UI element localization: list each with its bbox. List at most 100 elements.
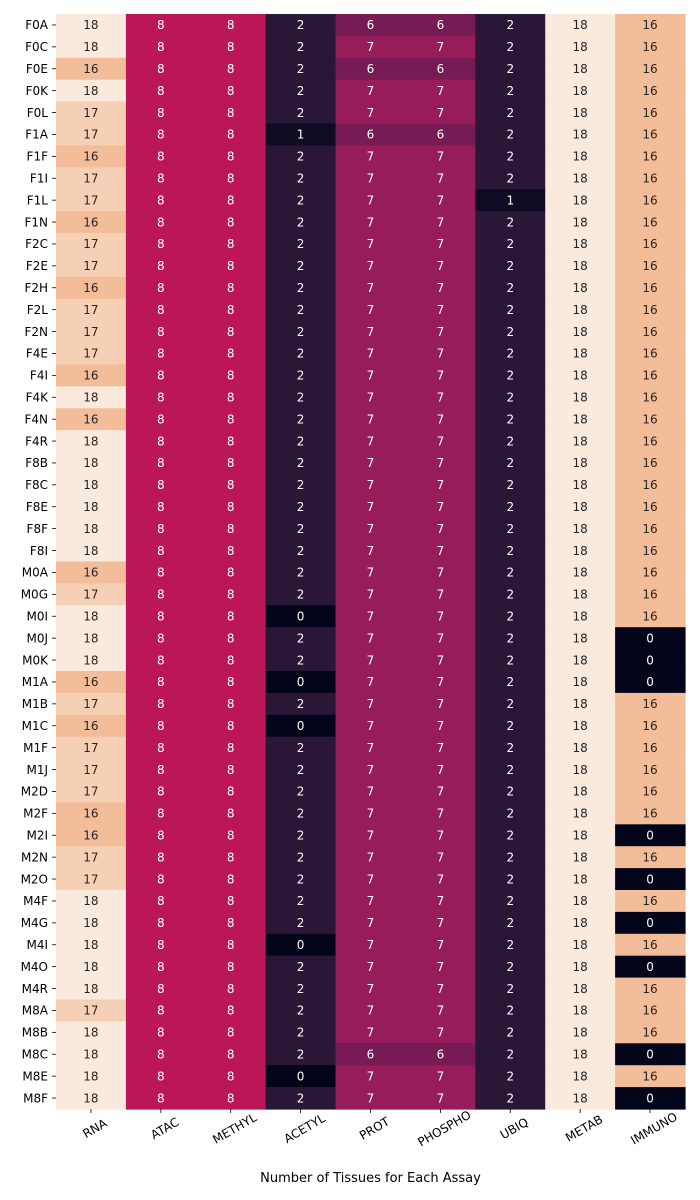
heatmap-cell bbox=[125, 473, 197, 497]
y-tick-label: M4O bbox=[21, 960, 48, 974]
cell-value-label: 7 bbox=[367, 193, 375, 207]
heatmap-cell bbox=[125, 517, 197, 541]
heatmap-cell bbox=[195, 561, 267, 584]
cell-value-label: 16 bbox=[642, 807, 657, 821]
heatmap-cell bbox=[615, 933, 686, 957]
cell-value-label: 2 bbox=[297, 62, 305, 76]
heatmap-cell bbox=[265, 298, 337, 322]
cell-value-label: 16 bbox=[83, 412, 98, 426]
heatmap-cell bbox=[405, 254, 476, 278]
cell-value-label: 2 bbox=[506, 653, 514, 667]
heatmap-cell bbox=[335, 320, 407, 344]
cell-value-label: 8 bbox=[227, 522, 235, 536]
heatmap-cell bbox=[545, 1065, 616, 1088]
cell-value-label: 8 bbox=[227, 960, 235, 974]
cell-value-label: 8 bbox=[227, 259, 235, 273]
y-tick-label: M1A bbox=[22, 675, 49, 689]
heatmap-cell bbox=[475, 408, 546, 431]
heatmap-cell bbox=[265, 1021, 337, 1044]
heatmap-cell bbox=[265, 342, 337, 365]
cell-value-label: 8 bbox=[157, 522, 165, 536]
cell-value-label: 18 bbox=[573, 500, 588, 514]
cell-value-label: 6 bbox=[437, 18, 445, 32]
y-tick-label: M1C bbox=[22, 719, 48, 733]
cell-value-label: 7 bbox=[437, 1069, 445, 1083]
heatmap-cell bbox=[405, 1065, 476, 1088]
cell-value-label: 2 bbox=[297, 544, 305, 558]
heatmap-cell bbox=[615, 14, 686, 37]
cell-value-label: 7 bbox=[367, 390, 375, 404]
cell-value-label: 8 bbox=[157, 763, 165, 777]
cell-value-label: 1 bbox=[506, 193, 514, 207]
cell-value-label: 17 bbox=[83, 106, 98, 120]
heatmap-cell bbox=[615, 254, 686, 278]
cell-value-label: 18 bbox=[573, 171, 588, 185]
heatmap-cell bbox=[265, 583, 337, 606]
heatmap-cell bbox=[56, 298, 127, 322]
cell-value-label: 8 bbox=[157, 719, 165, 733]
cell-value-label: 18 bbox=[573, 609, 588, 623]
cell-value-label: 0 bbox=[646, 872, 654, 886]
heatmap-cell bbox=[335, 627, 407, 650]
cell-value-label: 18 bbox=[83, 1026, 98, 1040]
heatmap-cell bbox=[475, 211, 546, 234]
y-tick-label: F2L bbox=[27, 303, 49, 317]
heatmap-cell bbox=[265, 276, 337, 300]
cell-value-label: 8 bbox=[227, 193, 235, 207]
heatmap-cell bbox=[405, 386, 476, 409]
heatmap-cell bbox=[405, 233, 476, 256]
heatmap-cell bbox=[195, 824, 267, 847]
cell-value-label: 18 bbox=[573, 412, 588, 426]
cell-value-label: 8 bbox=[227, 215, 235, 229]
cell-value-label: 16 bbox=[642, 412, 657, 426]
heatmap-cell bbox=[545, 955, 616, 979]
heatmap-cell bbox=[265, 35, 337, 59]
cell-value-label: 7 bbox=[367, 84, 375, 98]
heatmap-cell bbox=[475, 145, 546, 168]
heatmap-cell bbox=[265, 320, 337, 344]
cell-value-label: 18 bbox=[83, 916, 98, 930]
heatmap-cell bbox=[545, 627, 616, 650]
cell-value-label: 16 bbox=[83, 828, 98, 842]
y-tick-label: F4K bbox=[26, 390, 50, 404]
heatmap-cell bbox=[405, 539, 476, 563]
heatmap-cell bbox=[265, 758, 337, 782]
cell-value-label: 2 bbox=[506, 390, 514, 404]
cell-value-label: 2 bbox=[506, 128, 514, 142]
heatmap-cell bbox=[125, 1021, 197, 1044]
cell-value-label: 8 bbox=[157, 609, 165, 623]
cell-value-label: 16 bbox=[83, 281, 98, 295]
heatmap-cell bbox=[195, 276, 267, 300]
y-tick-label: F0L bbox=[27, 106, 49, 120]
cell-value-label: 16 bbox=[642, 237, 657, 251]
heatmap-cell bbox=[195, 79, 267, 103]
heatmap-cell bbox=[615, 342, 686, 365]
heatmap-cell bbox=[545, 890, 616, 913]
heatmap-cell bbox=[125, 539, 197, 563]
heatmap-cell bbox=[335, 758, 407, 782]
cell-value-label: 8 bbox=[157, 215, 165, 229]
heatmap-cell bbox=[125, 276, 197, 300]
cell-value-label: 8 bbox=[157, 1091, 165, 1105]
heatmap-cell bbox=[405, 452, 476, 475]
heatmap-cell bbox=[56, 57, 127, 81]
heatmap-cell bbox=[405, 846, 476, 869]
heatmap-cell bbox=[265, 408, 337, 431]
cell-value-label: 7 bbox=[367, 675, 375, 689]
x-tick-label: METAB bbox=[563, 1112, 605, 1145]
heatmap-cell bbox=[475, 890, 546, 913]
cell-value-label: 7 bbox=[367, 150, 375, 164]
cell-value-label: 18 bbox=[83, 478, 98, 492]
cell-value-label: 2 bbox=[297, 566, 305, 580]
heatmap-cell bbox=[195, 1021, 267, 1044]
cell-value-label: 2 bbox=[297, 171, 305, 185]
heatmap-cell bbox=[125, 627, 197, 650]
cell-value-label: 17 bbox=[83, 763, 98, 777]
cell-value-label: 7 bbox=[367, 215, 375, 229]
heatmap-cell bbox=[56, 79, 127, 103]
heatmap-cell bbox=[56, 714, 127, 738]
heatmap-cell bbox=[475, 955, 546, 979]
heatmap-cell bbox=[195, 211, 267, 234]
cell-value-label: 2 bbox=[506, 631, 514, 645]
heatmap-cell bbox=[125, 123, 197, 146]
